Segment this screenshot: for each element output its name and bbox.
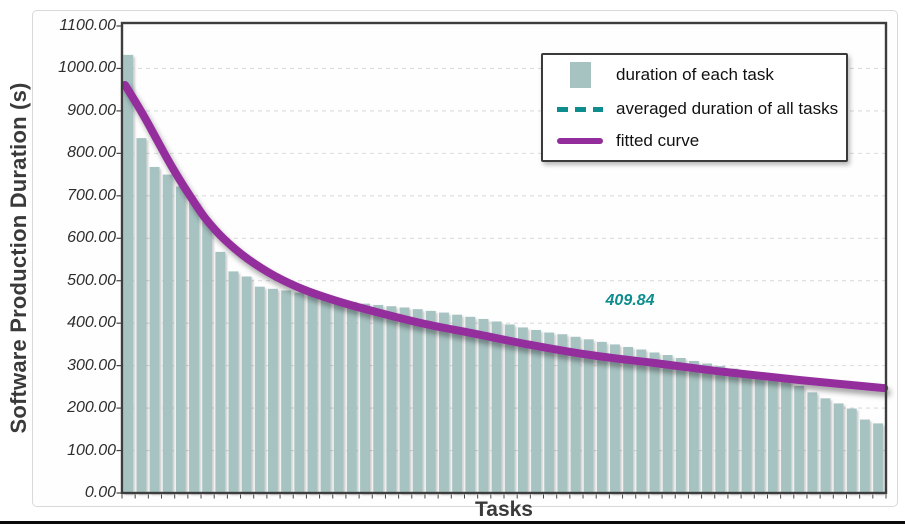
task-duration-bar xyxy=(583,339,594,493)
task-duration-bar xyxy=(702,363,713,493)
task-duration-bar xyxy=(715,366,726,493)
legend-label: fitted curve xyxy=(616,131,700,150)
task-duration-bar xyxy=(833,403,844,493)
task-duration-bar xyxy=(794,386,805,493)
task-duration-bar xyxy=(294,292,305,493)
task-duration-bar xyxy=(254,286,265,493)
plot-border-rect xyxy=(120,21,888,495)
task-duration-bar xyxy=(465,316,476,493)
task-duration-bar xyxy=(399,307,410,493)
x-axis-title: Tasks xyxy=(475,498,533,521)
task-duration-bar xyxy=(136,138,147,493)
task-duration-bar xyxy=(491,321,502,493)
task-duration-bar xyxy=(728,368,739,493)
solid-line-swatch-icon xyxy=(557,138,603,144)
task-duration-bar xyxy=(623,346,634,493)
duration-bars xyxy=(123,54,884,494)
axis-ticks xyxy=(116,25,887,499)
task-duration-bar xyxy=(846,408,857,493)
task-duration-bar xyxy=(820,398,831,493)
legend-label: duration of each task xyxy=(616,65,774,84)
task-duration-bar xyxy=(688,360,699,493)
task-duration-bar xyxy=(452,314,463,493)
legend-item-average: averaged duration of all tasks xyxy=(557,95,838,123)
task-duration-bar xyxy=(228,271,239,493)
task-duration-bar xyxy=(557,334,568,493)
y-axis-tick-label: 200.00 xyxy=(67,399,116,417)
task-duration-bar xyxy=(781,381,791,493)
task-duration-bar xyxy=(859,419,870,493)
task-duration-bar xyxy=(754,374,765,493)
task-duration-bar xyxy=(478,318,489,493)
task-duration-bar xyxy=(386,306,397,493)
task-duration-bar xyxy=(307,295,318,493)
task-duration-bar xyxy=(649,352,660,493)
y-axis-tick-label: 900.00 xyxy=(67,101,116,119)
bottom-divider xyxy=(0,521,905,524)
task-duration-bar xyxy=(189,201,199,493)
y-axis-tick-label: 1000.00 xyxy=(58,59,116,77)
task-duration-bar xyxy=(202,221,213,494)
task-duration-bar xyxy=(360,303,370,493)
task-duration-bar xyxy=(544,332,555,493)
y-axis-tick-label: 100.00 xyxy=(67,441,116,459)
task-duration-bar xyxy=(320,297,331,493)
y-axis-tick-label: 700.00 xyxy=(67,186,116,204)
task-duration-bar xyxy=(175,186,186,494)
task-duration-bar xyxy=(412,309,423,493)
task-duration-bar xyxy=(162,174,173,493)
fitted-curve-line xyxy=(121,81,889,393)
task-duration-bar xyxy=(373,304,384,493)
y-axis-tick-label: 400.00 xyxy=(67,314,116,332)
task-duration-bar xyxy=(636,349,647,493)
y-axis-title: Software Production Duration (s) xyxy=(6,82,31,434)
task-duration-bar xyxy=(149,166,160,493)
y-axis-tick-label: 800.00 xyxy=(67,144,116,162)
task-duration-bar xyxy=(662,355,673,493)
task-duration-bar xyxy=(241,276,252,493)
legend-label: averaged duration of all tasks xyxy=(616,99,839,118)
task-duration-bar xyxy=(570,336,581,493)
task-duration-bar xyxy=(346,301,357,493)
task-duration-bar xyxy=(333,299,344,493)
task-duration-bar xyxy=(767,377,778,493)
task-duration-bar xyxy=(610,344,620,493)
task-duration-bar xyxy=(873,423,884,493)
y-axis-tick-label: 300.00 xyxy=(67,356,116,374)
dashed-line-swatch-icon xyxy=(557,106,603,112)
task-duration-bar xyxy=(504,324,515,493)
legend-item-duration: duration of each task xyxy=(557,61,774,89)
task-duration-bar xyxy=(425,310,436,493)
y-axis-tick-label: 500.00 xyxy=(67,271,116,289)
plot-border xyxy=(120,21,888,495)
bar-swatch-icon xyxy=(569,62,591,88)
task-duration-bar xyxy=(517,327,528,493)
task-duration-bar xyxy=(531,329,542,493)
task-duration-bar xyxy=(807,392,818,493)
average-value-label: 409.84 xyxy=(605,292,655,309)
y-axis-tick-label: 1100.00 xyxy=(59,17,116,34)
legend-item-fitted: fitted curve xyxy=(557,127,699,155)
task-duration-bar xyxy=(215,251,226,493)
legend: duration of each task averaged duration … xyxy=(541,53,848,162)
y-axis-tick-label: 0.00 xyxy=(84,484,116,501)
task-duration-bar xyxy=(281,290,292,493)
fitted-curve-path xyxy=(121,81,889,393)
task-duration-bar xyxy=(439,312,449,493)
task-duration-bar xyxy=(741,371,752,493)
y-axis-tick-label: 600.00 xyxy=(67,229,116,247)
task-duration-bar xyxy=(268,288,278,493)
task-duration-bar xyxy=(123,54,134,494)
task-duration-bar xyxy=(596,341,607,493)
task-duration-bar xyxy=(675,357,686,493)
